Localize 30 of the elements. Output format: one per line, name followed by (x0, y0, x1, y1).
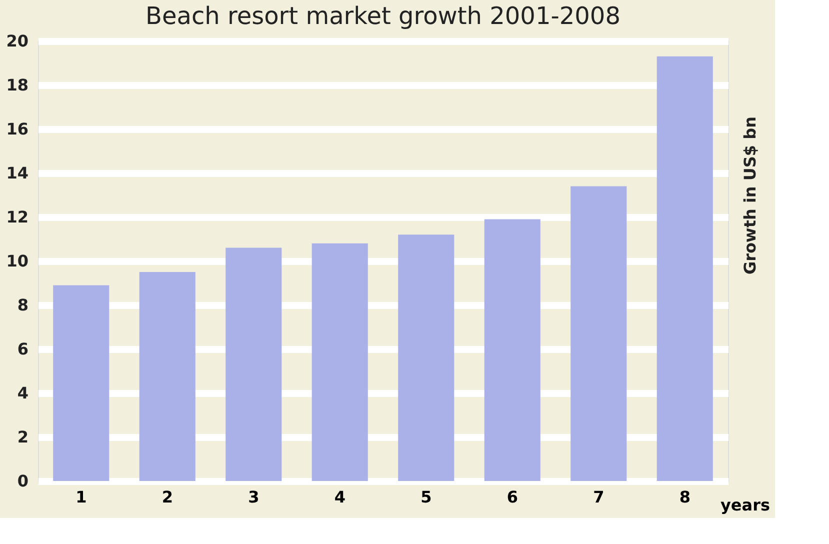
y-tick-label: 18 (6, 76, 28, 94)
bar (139, 272, 196, 481)
x-tick-label: 7 (593, 488, 604, 506)
y-axis-title: Growth in US$ bn (740, 116, 760, 274)
y-tick-label: 4 (17, 384, 28, 402)
chart-title: Beach resort market growth 2001-2008 (146, 2, 620, 30)
y-tick-label: 14 (6, 164, 28, 182)
y-tick-label: 12 (6, 208, 28, 226)
x-tick-label: 6 (506, 488, 518, 506)
x-tick-label: 2 (162, 488, 173, 506)
bar (398, 234, 454, 481)
x-tick-label: 5 (420, 488, 432, 506)
x-axis-title: years (720, 496, 770, 514)
y-tick-label: 0 (17, 472, 28, 490)
y-tick-label: 20 (6, 32, 28, 50)
y-tick-label: 16 (6, 120, 28, 138)
y-tick-label: 6 (17, 340, 28, 358)
x-tick-label: 3 (248, 488, 260, 506)
bar (53, 285, 110, 481)
y-tick-label: 8 (17, 296, 28, 314)
bar (570, 186, 627, 481)
bar (656, 56, 713, 481)
y-tick-label: 2 (17, 428, 28, 446)
x-tick-label: 8 (679, 488, 690, 506)
x-tick-label: 4 (334, 488, 346, 506)
x-tick-label: 1 (76, 488, 87, 506)
bar (484, 219, 540, 481)
bar (312, 243, 368, 481)
bar (226, 248, 282, 481)
y-tick-label: 10 (6, 252, 28, 270)
